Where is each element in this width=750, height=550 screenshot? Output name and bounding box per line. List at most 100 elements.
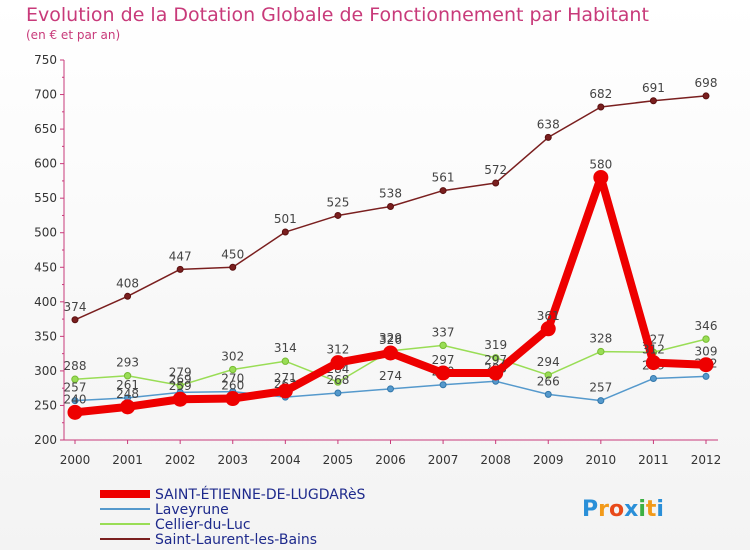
data-point	[649, 375, 657, 383]
logo-letter: o	[609, 497, 624, 522]
x-tick-label: 2006	[375, 453, 406, 467]
data-label: 682	[589, 87, 612, 101]
proxiti-logo: Proxiti	[582, 497, 664, 522]
data-point	[71, 316, 79, 324]
data-point	[593, 169, 609, 185]
x-tick-label: 2007	[428, 453, 459, 467]
data-point	[123, 372, 132, 380]
data-label: 294	[537, 355, 560, 369]
data-label: 525	[326, 195, 349, 209]
data-point	[67, 404, 83, 420]
data-label: 691	[642, 81, 665, 95]
data-point	[176, 265, 184, 273]
data-label: 257	[589, 381, 612, 395]
data-point	[698, 357, 714, 373]
x-tick-label: 2005	[323, 453, 354, 467]
logo-letter: i	[638, 497, 646, 522]
data-label: 248	[116, 387, 139, 401]
data-point	[439, 381, 447, 389]
data-label: 561	[432, 171, 455, 185]
data-point	[702, 92, 710, 100]
data-point	[229, 365, 237, 374]
data-label: 268	[326, 373, 349, 387]
y-tick-label: 350	[34, 329, 57, 343]
data-label: 450	[221, 247, 244, 261]
logo-letter: x	[624, 497, 638, 522]
data-label: 408	[116, 276, 139, 290]
x-tick-label: 2008	[480, 453, 511, 467]
data-point	[383, 345, 398, 361]
data-label: 312	[326, 343, 349, 357]
data-label: 297	[432, 353, 455, 367]
data-label: 319	[484, 338, 507, 352]
y-tick-label: 400	[34, 295, 57, 309]
y-tick-label: 750	[34, 53, 57, 67]
x-tick-label: 2002	[165, 453, 196, 467]
data-point	[281, 357, 290, 365]
data-label: 274	[379, 369, 402, 383]
y-tick-label: 500	[34, 226, 57, 240]
data-point	[176, 381, 184, 390]
data-point	[702, 372, 710, 380]
data-point	[544, 390, 552, 398]
data-point	[649, 97, 657, 105]
data-point	[334, 389, 342, 397]
data-point	[124, 292, 132, 300]
y-tick-label: 300	[34, 364, 57, 378]
data-label: 257	[64, 381, 87, 395]
data-label: 279	[169, 365, 192, 379]
data-label: 314	[274, 341, 297, 355]
data-label: 240	[64, 392, 87, 406]
data-point	[387, 385, 394, 393]
data-label: 312	[642, 343, 665, 357]
legend: SAINT-ÉTIENNE-DE-LUGDARèSLaveyruneCellie…	[100, 486, 366, 548]
x-tick-label: 2000	[60, 453, 91, 467]
data-point	[120, 399, 136, 415]
data-point	[645, 355, 661, 371]
data-label: 501	[274, 212, 297, 226]
data-point	[330, 355, 346, 371]
logo-letter: i	[656, 497, 664, 522]
x-tick-label: 2009	[533, 453, 564, 467]
data-point	[544, 133, 552, 141]
data-label: 288	[64, 359, 87, 373]
data-point	[597, 103, 605, 111]
data-point	[488, 365, 504, 381]
data-label: 261	[116, 378, 139, 392]
series-saint-laurent-les-bains: 374 408 447 450 501 525 538 561 572 638 682 691 698	[64, 76, 717, 324]
data-point	[702, 335, 710, 343]
legend-label: Cellier-du-Luc	[155, 517, 251, 533]
data-label: 538	[379, 186, 402, 200]
data-label: 326	[379, 333, 402, 347]
logo-letter: P	[582, 497, 598, 522]
data-label: 374	[64, 300, 87, 314]
data-label: 293	[116, 356, 139, 370]
data-point	[439, 341, 447, 350]
data-point	[71, 375, 79, 383]
data-point	[71, 397, 79, 405]
data-point	[597, 397, 605, 405]
y-tick-label: 700	[34, 88, 57, 102]
data-point	[172, 391, 188, 407]
x-tick-label: 2010	[586, 453, 617, 467]
data-point	[334, 378, 342, 386]
data-label: 580	[589, 157, 612, 171]
x-tick-label: 2004	[270, 453, 301, 467]
data-point	[277, 383, 293, 399]
y-tick-label: 550	[34, 191, 57, 205]
data-label: 302	[221, 350, 244, 364]
y-tick-label: 450	[34, 260, 57, 274]
data-label: 266	[537, 374, 560, 388]
y-tick-label: 200	[34, 433, 57, 447]
legend-label: Laveyrune	[155, 502, 229, 518]
data-point	[540, 321, 556, 337]
data-point	[435, 365, 451, 381]
series-saint-tienne-de-lugdar-s: 240 248 259 260 271 312 326 297 297 361 580 312 309	[64, 157, 718, 420]
data-label: 309	[695, 345, 718, 359]
chart-title: Evolution de la Dotation Globale de Fonc…	[26, 4, 649, 26]
data-point	[597, 347, 605, 356]
y-tick-label: 250	[34, 398, 57, 412]
data-point	[387, 202, 394, 210]
